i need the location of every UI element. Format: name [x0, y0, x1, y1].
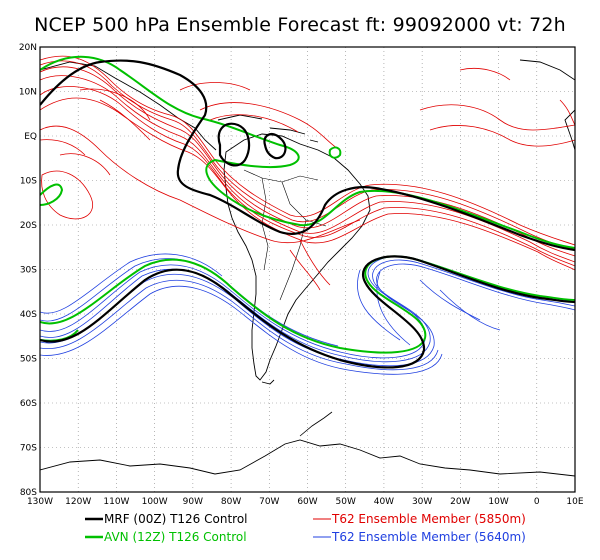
latitude-label: 10N	[19, 88, 37, 98]
legend-label: AVN (12Z) T126 Control	[104, 530, 247, 544]
mrf-control-contours	[40, 59, 575, 369]
longitude-label: 130W	[27, 497, 53, 507]
antarctica-coast	[40, 439, 575, 477]
map-frame	[39, 46, 576, 493]
latitude-label: 20N	[19, 43, 37, 53]
longitude-label: 40W	[374, 497, 394, 507]
legend-label: T62 Ensemble Member (5640m)	[331, 530, 526, 544]
longitude-label: 60W	[297, 497, 317, 507]
latitude-label: 50S	[20, 355, 37, 365]
longitude-label: 30W	[412, 497, 432, 507]
latitude-label: 40S	[20, 310, 37, 320]
longitude-label: 80W	[221, 497, 241, 507]
longitude-label: 0	[534, 497, 540, 507]
latitude-label: 10S	[20, 177, 37, 187]
latitude-label: 20S	[20, 221, 37, 231]
ensemble-5640m-contours	[40, 253, 575, 375]
longitude-label: 110W	[103, 497, 129, 507]
latitude-label: 60S	[20, 399, 37, 409]
longitude-axis: 130W 120W 110W 100W 90W 80W 70W 60W 50W 40W 30W 20W…	[27, 497, 584, 507]
longitude-label: 20W	[450, 497, 470, 507]
south-america-coast	[223, 133, 371, 381]
ensemble-5850m-contours	[40, 55, 575, 291]
latitude-label: 30S	[20, 266, 37, 276]
longitude-label: 50W	[336, 497, 356, 507]
latitude-label: EQ	[24, 132, 37, 142]
longitude-label: 120W	[65, 497, 91, 507]
longitude-label: 70W	[259, 497, 279, 507]
latitude-axis: 20N 10N EQ 10S 20S 30S 40S 50S 60S 70S 80S	[19, 43, 37, 498]
legend: MRF (00Z) T126 Control AVN (12Z) T126 Con…	[85, 512, 526, 544]
latitude-label: 70S	[20, 444, 37, 454]
longitude-label: 100W	[142, 497, 168, 507]
legend-label: T62 Ensemble Member (5850m)	[331, 512, 526, 526]
longitude-label: 10E	[566, 497, 583, 507]
map-title: NCEP 500 hPa Ensemble Forecast ft: 99092…	[34, 14, 566, 36]
latitude-label: 80S	[20, 488, 37, 498]
longitude-label: 90W	[183, 497, 203, 507]
legend-label: MRF (00Z) T126 Control	[104, 512, 248, 526]
longitude-label: 10W	[488, 497, 508, 507]
